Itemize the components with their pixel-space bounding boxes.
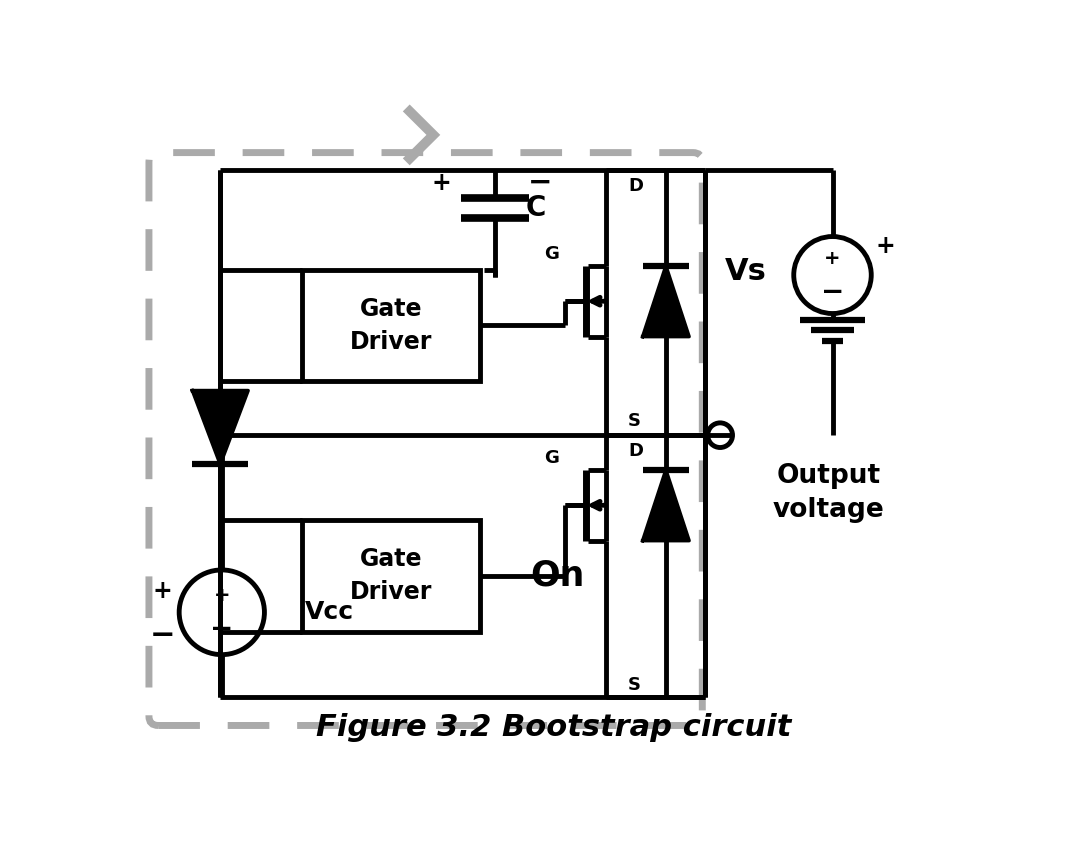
Polygon shape xyxy=(192,391,248,464)
Text: S: S xyxy=(627,676,640,694)
Text: −: − xyxy=(149,621,175,650)
Text: G: G xyxy=(544,449,559,468)
Text: −: − xyxy=(821,278,845,306)
Text: +: + xyxy=(824,249,840,268)
Text: On: On xyxy=(530,559,584,592)
Text: Output
voltage: Output voltage xyxy=(773,463,885,523)
Text: +: + xyxy=(214,585,230,604)
Text: C: C xyxy=(526,194,545,222)
Text: +: + xyxy=(431,170,451,195)
Text: S: S xyxy=(627,412,640,430)
Text: D: D xyxy=(627,442,643,460)
Text: Figure 3.2 Bootstrap circuit: Figure 3.2 Bootstrap circuit xyxy=(315,713,792,741)
Text: −: − xyxy=(211,616,233,643)
Polygon shape xyxy=(643,266,689,337)
Text: +: + xyxy=(875,234,895,257)
Polygon shape xyxy=(643,470,689,541)
Text: Gate
Driver: Gate Driver xyxy=(350,547,432,604)
Text: −: − xyxy=(528,169,553,196)
Bar xyxy=(301,520,480,631)
Text: Vs: Vs xyxy=(725,257,767,286)
Bar xyxy=(301,269,480,381)
Text: Vcc: Vcc xyxy=(305,600,354,624)
Text: +: + xyxy=(152,579,172,603)
Text: Gate
Driver: Gate Driver xyxy=(350,297,432,354)
Text: D: D xyxy=(627,177,643,195)
Text: G: G xyxy=(544,245,559,263)
